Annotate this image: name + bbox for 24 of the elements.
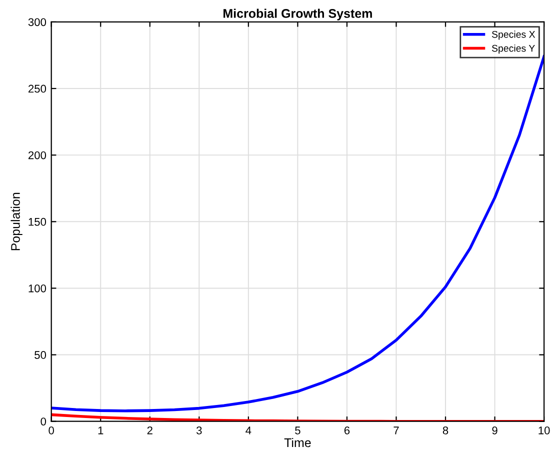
y-tick-label: 0 xyxy=(40,418,46,426)
y-tick-label: 300 xyxy=(28,18,46,26)
x-tick-label: 10 xyxy=(538,426,550,434)
legend-label: Species Y xyxy=(492,44,535,54)
y-tick-label: 200 xyxy=(28,151,46,160)
y-tick-label: 250 xyxy=(28,84,46,93)
x-tick-label: 8 xyxy=(442,426,448,434)
x-tick-label: 1 xyxy=(98,426,104,434)
y-tick-label: 50 xyxy=(34,351,46,359)
x-tick-label: 9 xyxy=(492,426,498,434)
line-series xyxy=(51,55,544,412)
x-tick-label: 4 xyxy=(246,426,252,434)
x-tick-label: 3 xyxy=(196,426,202,434)
chart-title: Microbial Growth System xyxy=(224,8,372,20)
x-tick-label: 6 xyxy=(344,426,350,434)
x-tick-label: 7 xyxy=(394,426,399,434)
y-tick-label: 150 xyxy=(28,218,46,226)
legend-label: Species X xyxy=(492,30,536,40)
x-tick-label: 5 xyxy=(295,426,300,434)
y-tick-label: 100 xyxy=(28,284,46,292)
x-axis-title: Time xyxy=(284,438,311,448)
x-tick-label: 2 xyxy=(147,426,152,434)
y-axis-title: Population xyxy=(10,192,22,250)
x-tick-label: 0 xyxy=(48,426,54,434)
